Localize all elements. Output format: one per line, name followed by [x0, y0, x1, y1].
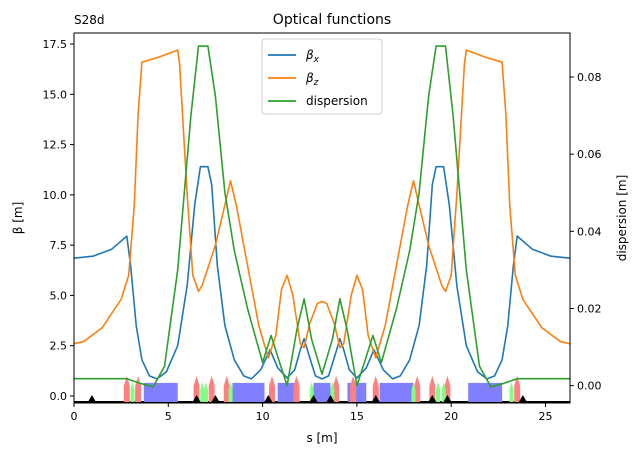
- y-tick-label: 12.5: [43, 139, 68, 152]
- dipole-magnet: [232, 382, 265, 402]
- dipole-magnet: [277, 382, 297, 402]
- bpm-marker: [518, 394, 527, 402]
- y2-tick-label: 0.02: [577, 302, 602, 315]
- plot-frame: [73, 32, 571, 404]
- x-tick-label: 25: [538, 410, 552, 423]
- bpm-marker: [443, 394, 452, 402]
- dipole-magnet: [143, 382, 178, 402]
- x-tick-label: 20: [444, 410, 458, 423]
- y2-axis-label: dispersion [m]: [615, 175, 629, 262]
- bpm-marker: [326, 394, 335, 402]
- sextupole-magnet: [204, 381, 209, 402]
- x-tick-label: 0: [71, 410, 78, 423]
- sextupole-magnet: [411, 381, 416, 402]
- x-tick-label: 5: [165, 410, 172, 423]
- bpm-marker: [428, 394, 437, 402]
- quadrupole-magnet: [372, 375, 379, 402]
- y-tick-label: 7.5: [50, 239, 68, 252]
- series-line-beta-z: [73, 49, 571, 359]
- corner-label: S28d: [74, 13, 105, 27]
- series-line-dispersion: [74, 45, 570, 388]
- y-axis-label: β [m]: [11, 202, 25, 235]
- legend-box: [261, 38, 383, 115]
- quadrupole-magnet: [269, 375, 276, 402]
- y-tick-label: 2.5: [50, 340, 68, 353]
- dipole-magnet: [379, 382, 414, 402]
- bpm-marker: [87, 394, 96, 402]
- y-tick-label: 0.0: [50, 390, 68, 403]
- y-tick-label: 15.0: [43, 88, 68, 101]
- bpm-marker: [211, 394, 220, 402]
- lattice: [74, 375, 570, 403]
- y2-tick-label: 0.04: [577, 225, 602, 238]
- quadrupole-magnet: [514, 375, 521, 402]
- sextupole-magnet: [130, 381, 135, 402]
- sextupole-magnet: [441, 381, 446, 402]
- sextupole-magnet: [435, 381, 440, 402]
- quadrupole-magnet: [414, 375, 421, 402]
- bpm-marker: [264, 394, 273, 402]
- sextupole-magnet: [200, 381, 205, 402]
- bpm-marker: [192, 394, 201, 402]
- y2-tick-label: 0.06: [577, 148, 602, 161]
- quadrupole-magnet: [135, 375, 142, 402]
- dipole-magnet: [468, 382, 503, 402]
- bpm-marker: [371, 394, 380, 402]
- quadrupole-magnet: [223, 375, 230, 402]
- quadrupole-magnet: [333, 375, 340, 402]
- sextupole-magnet: [228, 381, 233, 402]
- quadrupole-magnet: [350, 375, 357, 402]
- chart-title: Optical functions: [273, 12, 391, 28]
- sextupole-magnet: [509, 381, 514, 402]
- quadrupole-magnet: [208, 375, 215, 402]
- dipole-magnet: [313, 382, 331, 402]
- quadrupole-magnet: [193, 375, 200, 402]
- x-axis-label: s [m]: [306, 431, 337, 445]
- y2-tick-label: 0.08: [577, 71, 602, 84]
- quadrupole-magnet: [293, 375, 300, 402]
- quadrupole-magnet: [444, 375, 451, 402]
- x-tick-label: 15: [350, 410, 364, 423]
- y-tick-label: 17.5: [43, 38, 68, 51]
- legend-label: dispersion: [306, 94, 368, 108]
- quadrupole-magnet: [123, 375, 130, 402]
- bpm-marker: [309, 394, 318, 402]
- y2-tick-label: 0.00: [577, 380, 602, 393]
- series-line-beta-x: [73, 165, 571, 380]
- y-tick-label: 10.0: [43, 189, 68, 202]
- x-tick-label: 10: [256, 410, 270, 423]
- quadrupole-magnet: [429, 375, 436, 402]
- y-tick-label: 5.0: [50, 289, 68, 302]
